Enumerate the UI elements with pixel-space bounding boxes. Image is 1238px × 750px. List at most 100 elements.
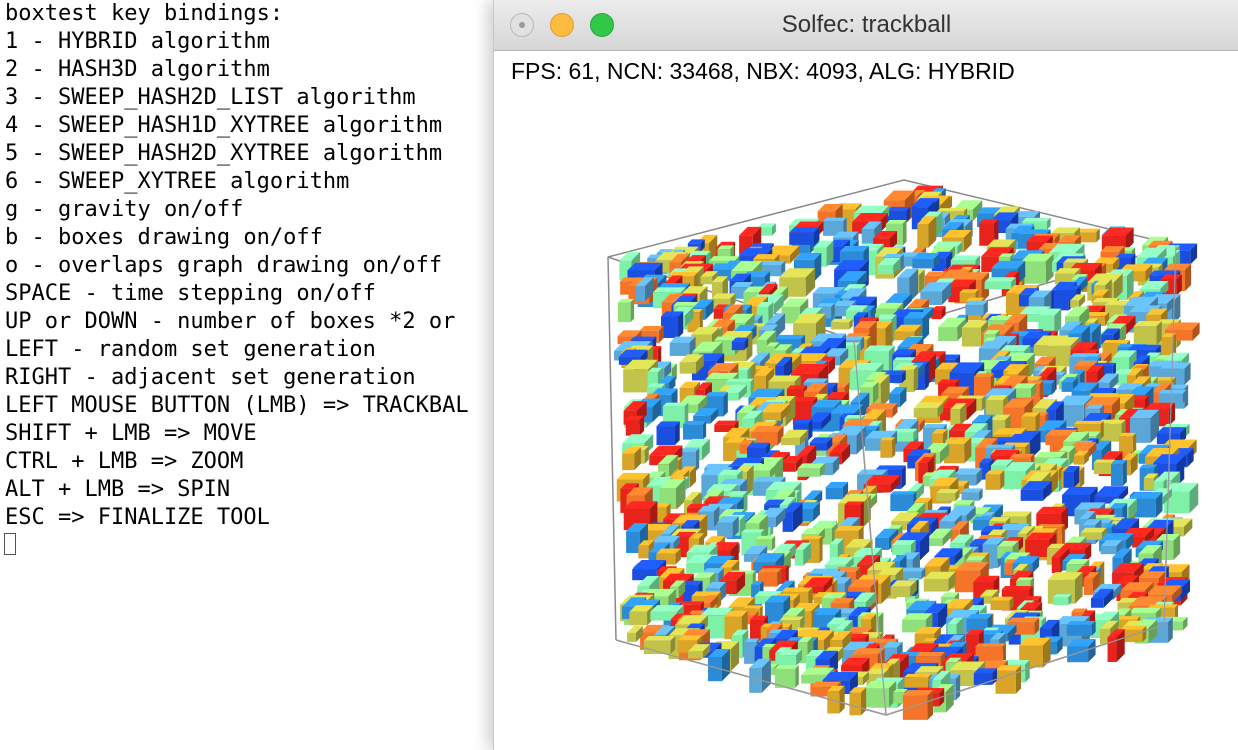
- box: [827, 685, 845, 714]
- box: [965, 300, 988, 316]
- box: [954, 468, 983, 486]
- terminal-line: boxtest key bindings:: [5, 1, 284, 26]
- terminal-line: LEFT MOUSE BUTTON (LMB) => TRACKBAL: [5, 393, 469, 418]
- box: [1021, 253, 1054, 284]
- gl-viewport[interactable]: [494, 100, 1238, 750]
- box: [625, 415, 645, 436]
- box: [775, 356, 793, 382]
- box: [627, 625, 643, 642]
- terminal-line: b - boxes drawing on/off: [5, 225, 323, 250]
- box: [936, 489, 960, 502]
- box: [880, 437, 896, 458]
- box: [1066, 621, 1096, 636]
- box: [975, 643, 1006, 665]
- box: [912, 253, 940, 269]
- box: [1111, 460, 1127, 486]
- bounding-box-edge: [885, 624, 1165, 716]
- box: [932, 429, 948, 444]
- box: [679, 354, 704, 374]
- box: [966, 613, 993, 632]
- box: [1107, 629, 1125, 662]
- box: [1129, 409, 1160, 443]
- maximize-button-icon[interactable]: [590, 13, 614, 37]
- box: [751, 463, 777, 479]
- bounding-box-edge: [615, 639, 887, 716]
- box: [1080, 527, 1107, 540]
- box: [629, 605, 654, 626]
- box: [682, 421, 707, 440]
- box: [803, 577, 833, 594]
- box: [1100, 540, 1123, 555]
- terminal-line: 1 - HYBRID algorithm: [5, 29, 270, 54]
- box-cloud-3d-scene: [607, 179, 1200, 720]
- box: [1052, 594, 1072, 606]
- box: [950, 403, 967, 426]
- box: [688, 644, 711, 659]
- box: [693, 408, 719, 424]
- box: [852, 592, 876, 612]
- box: [887, 206, 911, 222]
- box: [904, 673, 932, 688]
- box: [979, 219, 999, 246]
- terminal-panel[interactable]: boxtest key bindings: 1 - HYBRID algorith…: [0, 0, 496, 750]
- box: [995, 665, 1022, 694]
- box: [708, 648, 730, 682]
- box: [984, 277, 1017, 290]
- box: [927, 528, 953, 547]
- box: [816, 303, 835, 319]
- box: [1022, 217, 1051, 230]
- box: [757, 223, 776, 236]
- close-button-icon[interactable]: [510, 13, 534, 37]
- box: [986, 395, 1009, 415]
- box: [863, 475, 901, 493]
- box: [990, 596, 1014, 611]
- box: [789, 226, 820, 245]
- box: [825, 481, 849, 500]
- box: [877, 257, 901, 275]
- box: [830, 318, 853, 330]
- box: [1012, 383, 1037, 398]
- box: [913, 402, 944, 418]
- box: [891, 428, 918, 442]
- box: [622, 447, 641, 471]
- terminal-line: 3 - SWEEP_HASH2D_LIST algorithm: [5, 85, 416, 110]
- box: [896, 567, 926, 580]
- box: [782, 502, 803, 532]
- box: [1020, 481, 1052, 501]
- box: [849, 687, 867, 716]
- box: [923, 571, 956, 592]
- terminal-line: o - overlaps graph drawing on/off: [5, 253, 443, 278]
- window-titlebar[interactable]: Solfec: trackball: [494, 0, 1238, 51]
- box: [1097, 373, 1119, 392]
- stats-readout: FPS: 61, NCN: 33468, NBX: 4093, ALG: HYB…: [511, 58, 1015, 84]
- terminal-line: SHIFT + LMB => MOVE: [5, 421, 257, 446]
- box: [1159, 454, 1186, 475]
- terminal-line: g - gravity on/off: [5, 197, 244, 222]
- terminal-line: ALT + LMB => SPIN: [5, 477, 231, 502]
- bounding-box-edge: [607, 179, 905, 258]
- box: [1090, 588, 1114, 608]
- box: [1097, 419, 1126, 442]
- minimize-button-icon[interactable]: [550, 13, 574, 37]
- box: [1112, 350, 1137, 372]
- box: [647, 367, 663, 388]
- box: [781, 298, 809, 324]
- box: [809, 437, 833, 451]
- box: [711, 276, 729, 299]
- window-title: Solfec: trackball: [781, 11, 952, 38]
- solfec-window[interactable]: Solfec: trackball FPS: 61, NCN: 33468, N…: [493, 0, 1238, 750]
- bounding-box-edge: [1163, 244, 1177, 626]
- box: [892, 540, 916, 556]
- terminal-line: 2 - HASH3D algorithm: [5, 57, 270, 82]
- terminal-line: LEFT - random set generation: [5, 337, 376, 362]
- box: [717, 516, 739, 538]
- box: [1067, 638, 1096, 663]
- box: [656, 421, 680, 445]
- box: [635, 277, 654, 302]
- box: [760, 403, 791, 421]
- box: [864, 681, 897, 708]
- box: [1063, 466, 1080, 488]
- box: [1073, 450, 1089, 465]
- box: [731, 337, 749, 351]
- box: [711, 293, 736, 308]
